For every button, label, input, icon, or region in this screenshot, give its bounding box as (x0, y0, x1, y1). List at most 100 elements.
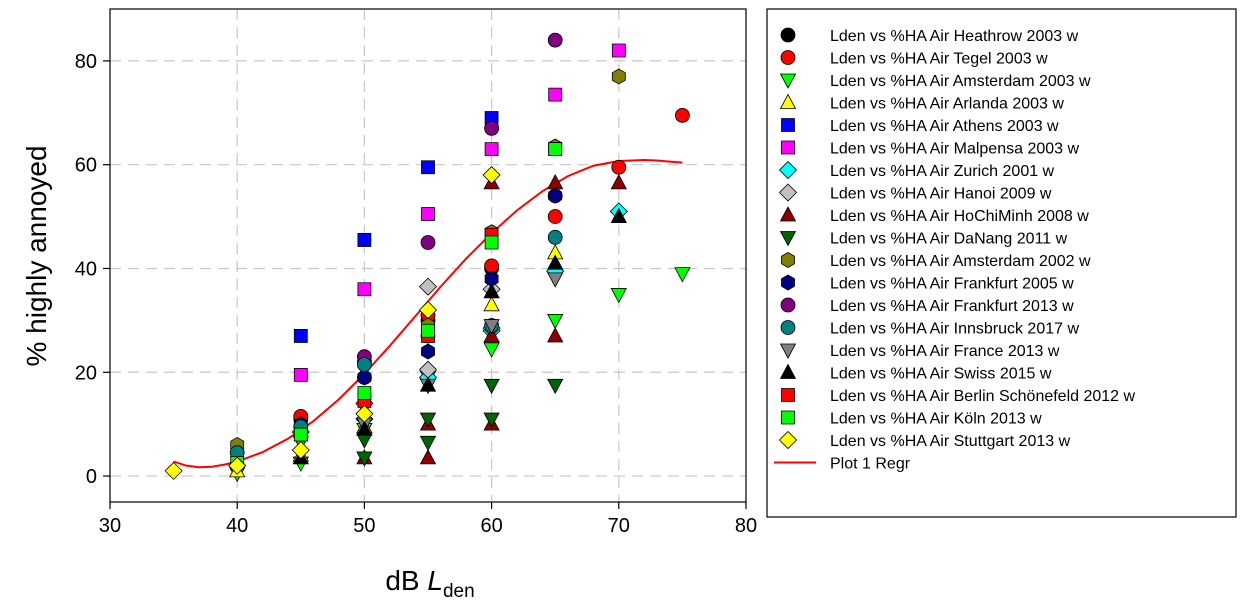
series-9-points (356, 174, 627, 465)
data-point (610, 288, 627, 304)
legend-entry: Lden vs %HA Air Stuttgart 2013 w (778, 430, 1071, 450)
legend-entry: Lden vs %HA Air Swiss 2015 w (779, 363, 1052, 383)
x-axis-title-symbol: L (427, 565, 443, 596)
legend-marker (779, 231, 797, 247)
data-point (483, 327, 500, 343)
legend-marker (779, 93, 797, 109)
data-point (421, 160, 435, 175)
legend-label: Lden vs %HA Air Köln 2013 w (830, 411, 1042, 428)
data-point (420, 235, 436, 250)
data-point (419, 412, 437, 428)
legend-entry: Lden vs %HA Air Arlanda 2003 w (779, 93, 1064, 113)
series-18-points (230, 142, 563, 470)
series-6-points (293, 43, 626, 382)
x-axis-title: dB Lden (385, 565, 474, 601)
legend-marker (778, 183, 798, 202)
legend-label: Lden vs %HA Air Hanoi 2009 w (830, 186, 1052, 203)
legend-marker (779, 73, 797, 89)
data-point (483, 342, 500, 358)
legend-entry: Lden vs %HA Air Hanoi 2009 w (778, 183, 1052, 203)
axis-ticks: 30 40 50 60 70 80 0 20 40 60 80 (75, 51, 757, 537)
x-tick-label: 40 (226, 515, 248, 537)
legend-label: Lden vs %HA Air Frankfurt 2013 w (830, 298, 1074, 315)
data-point (547, 32, 563, 48)
legend-marker (781, 252, 795, 268)
x-axis-title-subscript: den (443, 581, 475, 601)
data-point (483, 378, 500, 395)
data-point (482, 165, 501, 185)
legend-label: Lden vs %HA Air Athens 2003 w (830, 118, 1059, 135)
legend: Lden vs %HA Air Heathrow 2003 w Lden vs %… (766, 8, 1237, 518)
data-point (293, 367, 308, 382)
data-point (418, 300, 438, 320)
data-point (547, 254, 564, 270)
x-tick-label: 30 (99, 515, 121, 537)
x-tick-label: 50 (353, 515, 375, 537)
legend-entry: Lden vs %HA Air HoChiMinh 2008 w (779, 206, 1089, 225)
legend-entry: Lden vs %HA Air Zurich 2001 w (778, 160, 1055, 180)
data-point (356, 357, 372, 372)
legend-entry: Lden vs %HA Air Frankfurt 2005 w (781, 274, 1074, 293)
data-point (421, 323, 435, 338)
legend-label: Lden vs %HA Air Amsterdam 2002 w (830, 253, 1091, 270)
series-12-points (293, 187, 563, 433)
data-point (419, 435, 437, 452)
x-axis-title-prefix: dB (385, 565, 427, 596)
data-point (611, 43, 626, 58)
data-point (547, 327, 564, 343)
data-point (483, 282, 500, 299)
data-points (164, 32, 691, 483)
data-point (548, 187, 563, 204)
legend-label: Lden vs %HA Air France 2013 w (830, 343, 1060, 360)
data-point (418, 277, 438, 296)
y-tick-label: 20 (75, 362, 97, 384)
legend-label: Lden vs %HA Air Swiss 2015 w (830, 366, 1052, 383)
legend-entry: Lden vs %HA Air Athens 2003 w (781, 118, 1059, 135)
data-point (548, 142, 563, 157)
legend-marker (780, 27, 796, 43)
legend-entry: Lden vs %HA Air Berlin Schönefeld 2012 w (781, 388, 1136, 405)
data-point (421, 343, 435, 360)
legend-label: Lden vs %HA Air Zurich 2001 w (830, 163, 1055, 180)
legend-entry: Lden vs %HA Air Heathrow 2003 w (780, 27, 1079, 45)
data-point (484, 235, 499, 250)
y-tick-label: 40 (75, 258, 97, 280)
y-tick-label: 60 (75, 155, 97, 177)
x-tick-label: 60 (480, 515, 502, 537)
series-5-points (293, 111, 499, 343)
legend-label: Lden vs %HA Air Heathrow 2003 w (830, 28, 1079, 45)
legend-label: Lden vs %HA Air Innsbruck 2017 w (830, 321, 1079, 338)
x-tick-label: 80 (735, 515, 757, 537)
legend-marker (779, 206, 797, 222)
legend-label: Lden vs %HA Air HoChiMinh 2008 w (830, 208, 1089, 225)
data-point (291, 441, 310, 460)
legend-label: Lden vs %HA Air Amsterdam 2003 w (830, 73, 1091, 90)
data-point (164, 461, 183, 480)
y-tick-label: 80 (75, 51, 97, 73)
data-point (674, 267, 691, 283)
legend-marker (781, 118, 795, 132)
data-point (356, 420, 373, 436)
legend-label: Lden vs %HA Air Tegel 2003 w (830, 51, 1048, 68)
data-point (293, 427, 308, 442)
data-point (548, 87, 563, 102)
y-axis-title: % highly annoyed (21, 145, 52, 366)
legend-label: Lden vs %HA Air Berlin Schönefeld 2012 w (830, 388, 1136, 405)
legend-marker (781, 410, 795, 425)
data-point (421, 207, 435, 221)
legend-label: Lden vs %HA Air Malpensa 2003 w (830, 141, 1079, 158)
legend-entry: Lden vs %HA Air DaNang 2011 w (779, 231, 1068, 248)
series-19-points (164, 165, 501, 480)
data-point (484, 111, 499, 125)
plot-area-frame (109, 8, 747, 503)
legend-entry: Lden vs %HA Air Innsbruck 2017 w (780, 320, 1079, 338)
legend-entry: Lden vs %HA Air Frankfurt 2013 w (780, 297, 1074, 315)
legend-label: Lden vs %HA Air Frankfurt 2005 w (830, 276, 1074, 293)
legend-marker (780, 297, 796, 313)
legend-marker (780, 320, 796, 335)
legend-box (766, 8, 1237, 518)
legend-marker (778, 430, 798, 450)
legend-label: Plot 1 Regr (830, 456, 911, 473)
data-point (547, 378, 564, 395)
